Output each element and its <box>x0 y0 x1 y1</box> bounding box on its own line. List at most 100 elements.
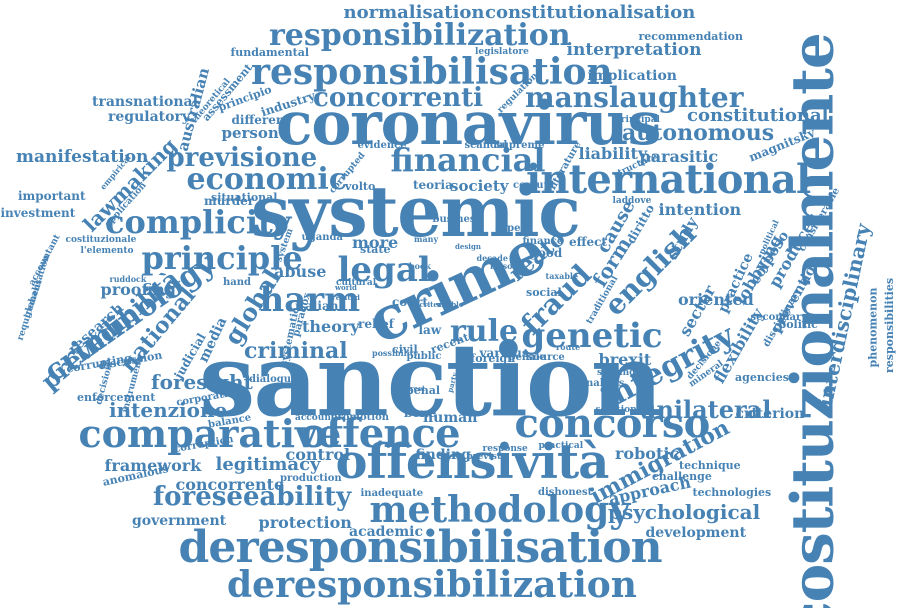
cloud-word: framework <box>104 456 202 475</box>
cloud-word: technologies <box>692 485 772 499</box>
cloud-word: penale <box>508 352 546 363</box>
cloud-word: previsto <box>466 451 508 462</box>
cloud-word: deresponsibilization <box>227 564 637 606</box>
cloud-word: systemic <box>251 170 581 253</box>
cloud-word: legal <box>337 250 431 290</box>
cloud-word: constitutionalisation <box>485 2 696 23</box>
cloud-word: academic <box>349 524 424 540</box>
cloud-word: politic <box>778 317 818 331</box>
cloud-word: principal <box>614 114 660 125</box>
cloud-word: enforcement <box>77 390 156 404</box>
cloud-word: transnational <box>92 94 198 110</box>
cloud-word: principle <box>141 239 303 277</box>
cloud-word: costituzionale <box>65 234 137 245</box>
cloud-word: intenzione <box>109 398 228 422</box>
cloud-word: world <box>335 282 357 292</box>
cloud-word: different <box>231 113 291 127</box>
cloud-word: rule <box>450 314 519 349</box>
cloud-word: situational <box>211 190 278 204</box>
cloud-word: aspect <box>495 223 532 234</box>
cloud-word: italian <box>295 299 339 313</box>
cloud-word: lesson <box>490 261 519 271</box>
cloud-word: theory <box>302 317 360 336</box>
cloud-word: protection <box>258 513 352 532</box>
cloud-word: foreign <box>470 351 516 365</box>
cloud-word: concorrente <box>175 475 285 494</box>
cloud-word: abuse <box>274 262 327 281</box>
cloud-word: international <box>526 156 811 203</box>
cloud-word: persone <box>221 123 289 142</box>
cloud-word: decade <box>476 253 508 263</box>
cloud-word: foreseeability <box>153 482 352 512</box>
cloud-word: liability <box>578 144 648 163</box>
cloud-word: unilateral <box>639 395 772 424</box>
cloud-word: laddove <box>612 195 652 206</box>
cloud-word: regulatory <box>108 109 190 125</box>
cloud-word: analysis <box>579 378 625 389</box>
cloud-word: fundamental <box>230 45 310 59</box>
cloud-word: cultural <box>336 277 377 288</box>
cloud-word: design <box>455 241 481 251</box>
cloud-word: autonomous <box>622 120 775 146</box>
cloud-word: corrupt <box>513 180 556 191</box>
cloud-word: practical <box>538 440 584 451</box>
cloud-word: possibility <box>372 348 419 358</box>
cloud-word: financial <box>390 141 546 179</box>
cloud-word: civil <box>392 342 418 356</box>
cloud-word: constitutional <box>687 105 829 126</box>
cloud-word: interest <box>394 383 426 393</box>
cloud-word: teoria <box>413 178 453 192</box>
cloud-word: various <box>479 346 529 360</box>
cloud-word: robotic <box>615 444 680 463</box>
cloud-word: bene <box>404 406 437 420</box>
cloud-word: criminal <box>244 338 348 364</box>
cloud-word: development <box>645 525 747 541</box>
cloud-word: book <box>409 261 431 271</box>
cloud-word: psychological <box>608 500 761 524</box>
cloud-word: dishonest <box>538 487 593 498</box>
cloud-word: relief <box>358 317 394 331</box>
cloud-word: account <box>295 412 336 423</box>
cloud-word: sanction <box>199 321 663 439</box>
cloud-word: phenomenon <box>866 287 880 367</box>
cloud-word: inadequate <box>360 488 424 499</box>
cloud-word: investment <box>0 206 76 220</box>
cloud-word: dialogue <box>249 374 298 385</box>
cloud-word: penal <box>406 383 440 397</box>
cloud-word: production <box>280 473 342 484</box>
cloud-word: legitimacy <box>215 454 321 475</box>
cloud-word: promotion <box>330 412 390 423</box>
cloud-word: deresponsibilisation <box>178 522 663 573</box>
cloud-word: finding <box>415 447 471 463</box>
cloud-word: genetic <box>521 316 663 356</box>
cloud-word: control <box>285 445 351 464</box>
cloud-word: taxable <box>545 271 579 281</box>
cloud-word: coronavirus <box>276 89 661 159</box>
cloud-word: recommendation <box>638 29 744 43</box>
cloud-word: response <box>482 443 528 454</box>
cloud-word: concorrenti <box>313 83 483 113</box>
cloud-word: human <box>423 410 478 426</box>
cloud-word: technique <box>679 458 741 472</box>
cloud-word: manslaughter <box>525 81 744 114</box>
cloud-word: finance <box>522 236 564 247</box>
cloud-word: responsibilities <box>882 277 896 373</box>
cloud-word: evidence <box>357 140 407 151</box>
cloud-word: more <box>352 233 399 252</box>
cloud-word: manifestation <box>16 146 149 167</box>
cloud-word: intention <box>658 200 742 219</box>
cloud-word: many <box>414 234 439 244</box>
cloud-word: parasitic <box>639 147 719 166</box>
cloud-word: proofing <box>100 280 176 299</box>
cloud-word: oriented <box>678 290 754 309</box>
cloud-word: economic <box>186 162 348 197</box>
cloud-word: sharing <box>597 367 636 378</box>
cloud-word: uganda <box>301 232 343 243</box>
cloud-word: comparative <box>78 411 342 456</box>
cloud-word: court <box>392 295 428 309</box>
cloud-word: interpretation <box>566 39 702 60</box>
cloud-word: public <box>406 351 442 362</box>
cloud-word: foresight <box>151 370 253 394</box>
cloud-word: normalisation <box>343 2 485 23</box>
